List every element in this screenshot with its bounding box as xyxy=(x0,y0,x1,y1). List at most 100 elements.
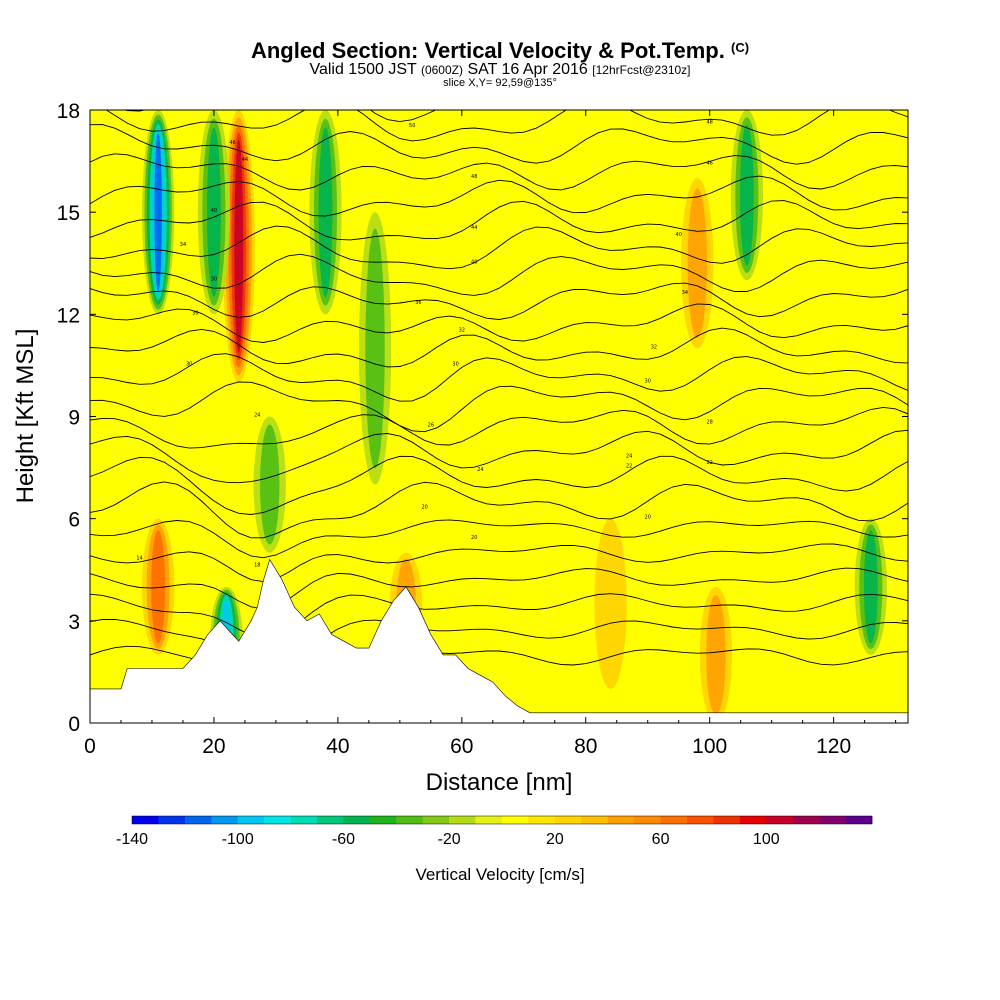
x-tick-label: 20 xyxy=(202,735,225,758)
colorbar-swatch xyxy=(713,816,741,824)
contour-label: 18 xyxy=(254,562,260,568)
colorbar-tick-label: -60 xyxy=(332,831,355,848)
x-tick-label: 0 xyxy=(84,735,96,758)
downdraft-column xyxy=(154,133,162,291)
pot-temp-contour xyxy=(90,353,908,402)
colorbar-swatch xyxy=(607,816,635,824)
colorbar-swatch xyxy=(211,816,239,824)
colorbar-swatch xyxy=(528,816,556,824)
colorbar-tick-label: -140 xyxy=(116,831,148,848)
colorbar-swatch xyxy=(845,816,873,824)
pot-temp-contour xyxy=(90,175,908,217)
updraft-column xyxy=(687,188,707,339)
colorbar-tick-label: 60 xyxy=(652,831,670,848)
pot-temp-contour xyxy=(90,124,908,165)
colorbar-swatch xyxy=(422,816,450,824)
downdraft-column xyxy=(318,127,333,297)
colorbar-swatch xyxy=(449,816,476,824)
colorbar-swatch xyxy=(819,816,846,824)
contour-label: 30 xyxy=(186,361,192,367)
pot-temp-contour xyxy=(90,543,908,583)
colorbar-swatch xyxy=(317,816,344,824)
contour-label: 44 xyxy=(242,157,248,163)
y-tick-label: 0 xyxy=(68,713,80,736)
contour-label: 30 xyxy=(645,378,651,384)
contour-label: 36 xyxy=(415,300,421,306)
pot-temp-contour xyxy=(90,327,908,368)
pot-temp-contour xyxy=(90,381,908,433)
x-tick-label: 60 xyxy=(450,735,473,758)
contour-label: 34 xyxy=(180,242,186,248)
colorbar-swatch xyxy=(343,816,371,824)
colorbar: -140 -100 -60 -20 20 60 100 xyxy=(116,815,873,848)
contour-label: 30 xyxy=(211,276,217,282)
colorbar-swatch xyxy=(792,816,820,824)
y-tick-label: 6 xyxy=(68,509,80,532)
updraft-column xyxy=(234,139,244,353)
colorbar-tick-label: -100 xyxy=(222,831,254,848)
contour-label: 20 xyxy=(421,504,427,510)
pot-temp-contour xyxy=(90,593,908,639)
contour-label: 22 xyxy=(626,464,632,470)
contour-label: 40 xyxy=(211,208,217,214)
downdraft-column xyxy=(207,127,221,297)
x-tick-label: 80 xyxy=(574,735,597,758)
colorbar-swatch xyxy=(184,816,212,824)
chart-title: Angled Section: Vertical Velocity & Pot.… xyxy=(250,38,750,63)
contour-label: 44 xyxy=(471,225,477,231)
updraft-column xyxy=(594,518,627,689)
contour-label: 40 xyxy=(471,259,477,265)
colorbar-swatch xyxy=(739,816,767,824)
contour-label: 46 xyxy=(229,140,235,146)
x-tick-label: 120 xyxy=(816,735,851,758)
colorbar-swatch xyxy=(264,816,291,824)
pot-temp-contour xyxy=(90,282,908,320)
pot-temp-contour xyxy=(105,110,908,142)
colorbar-swatch xyxy=(634,816,661,824)
contour-label: 46 xyxy=(707,160,713,166)
colorbar-swatch xyxy=(687,816,714,824)
contour-label: 26 xyxy=(428,423,434,429)
colorbar-swatch xyxy=(766,816,794,824)
colorbar-swatch xyxy=(237,816,265,824)
colorbar-swatch xyxy=(475,816,503,824)
colorbar-swatch xyxy=(396,816,424,824)
colorbar-tick-label: -20 xyxy=(438,831,461,848)
downdraft-column xyxy=(863,530,878,644)
contour-label: 24 xyxy=(254,413,260,419)
colorbar-tick-label: 20 xyxy=(546,831,564,848)
contour-label: 28 xyxy=(707,419,713,425)
pot-temp-contour xyxy=(90,481,908,539)
colorbar-swatch xyxy=(660,816,688,824)
y-tick-label: 3 xyxy=(68,611,80,634)
plot-area: 46 44 40 34 30 30 30 24 14 18 50 48 44 40 36 32 30 26 24 20… xyxy=(90,110,908,723)
pot-temp-contour xyxy=(90,153,908,191)
pot-temp-contour xyxy=(90,455,908,515)
contour-label: 24 xyxy=(626,453,632,459)
colorbar-swatch xyxy=(132,816,159,824)
contour-label: 24 xyxy=(477,467,483,473)
downdraft-column xyxy=(260,424,280,545)
pot-temp-contour xyxy=(90,406,908,449)
y-tick-label: 9 xyxy=(68,407,80,430)
colorbar-swatch xyxy=(290,816,318,824)
pot-temp-contour xyxy=(90,200,908,241)
chart-subtitle: Valid 1500 JST (0600Z) SAT 16 Apr 2016 [… xyxy=(309,61,691,78)
y-tick-label: 18 xyxy=(57,100,80,123)
downdraft-column xyxy=(739,124,754,266)
contour-label: 22 xyxy=(707,460,713,466)
contour-label: 48 xyxy=(471,174,477,180)
updraft-column xyxy=(706,594,726,715)
contour-label: 40 xyxy=(676,232,682,238)
pot-temp-contour xyxy=(90,567,908,610)
x-axis-title: Distance [nm] xyxy=(426,769,573,796)
y-tick-label: 15 xyxy=(57,202,80,225)
terrain-mask xyxy=(90,558,908,723)
y-tick-label: 12 xyxy=(57,304,80,327)
colorbar-swatch xyxy=(158,816,186,824)
colorbar-swatch xyxy=(554,816,582,824)
contour-label: 30 xyxy=(452,361,458,367)
pot-temp-contour xyxy=(90,519,908,559)
pot-temp-contour xyxy=(90,225,908,270)
